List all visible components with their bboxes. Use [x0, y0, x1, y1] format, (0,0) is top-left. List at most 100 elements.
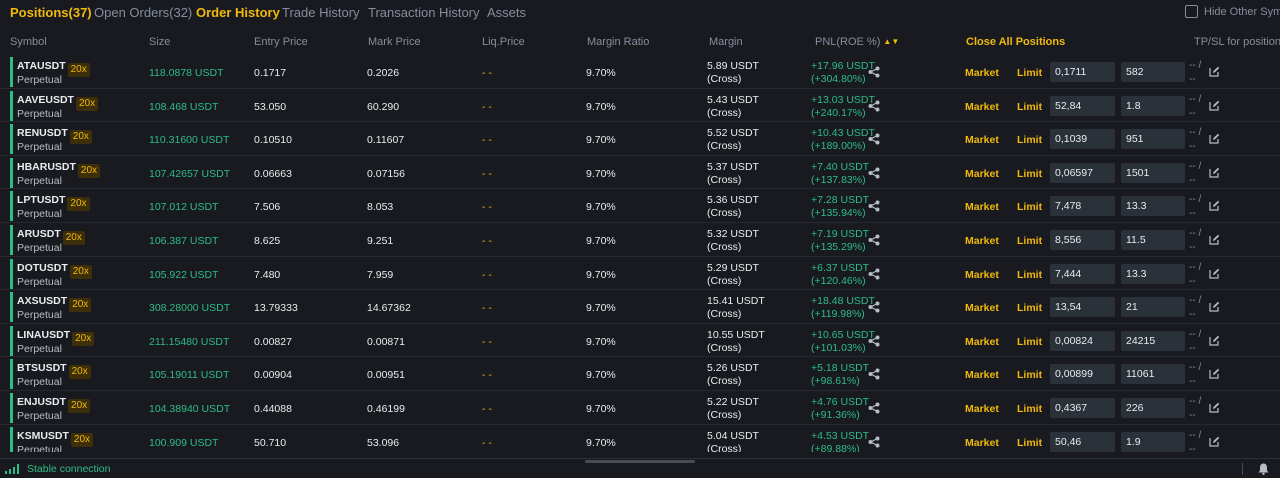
leverage-badge[interactable]: 20x [70, 432, 94, 447]
close-market-button[interactable]: Market [965, 268, 999, 281]
close-market-button[interactable]: Market [965, 67, 999, 79]
symbol-cell[interactable]: LINAUSDT 20x [17, 328, 95, 346]
close-market-button[interactable]: Market [965, 201, 999, 214]
close-market-button[interactable]: Market [965, 335, 999, 348]
leverage-badge[interactable]: 20x [69, 298, 92, 313]
symbol-cell[interactable]: RENUSDT 20x [17, 127, 92, 145]
symbol-cell[interactable]: LPTUSDT 20x [17, 194, 90, 212]
symbol-cell[interactable]: DOTUSDT 20x [17, 262, 92, 279]
col-size[interactable]: Size [149, 36, 171, 48]
symbol-name[interactable]: BTSUSDT [17, 362, 67, 375]
col-pnl-sortable[interactable]: PNL(ROE %) ▲▼ [815, 36, 899, 48]
share-icon[interactable] [868, 100, 880, 112]
close-limit-button[interactable]: Limit [1017, 403, 1043, 415]
limit-price-input[interactable] [1050, 62, 1115, 82]
symbol-name[interactable]: AAVEUSDT [17, 93, 74, 106]
limit-qty-input[interactable] [1121, 431, 1185, 452]
limit-qty-input[interactable] [1121, 364, 1185, 385]
close-limit-button[interactable]: Limit [1017, 302, 1043, 315]
symbol-name[interactable]: LPTUSDT [17, 194, 66, 207]
edit-icon[interactable] [1209, 133, 1220, 144]
limit-qty-input[interactable] [1121, 263, 1185, 284]
close-limit-button[interactable]: Limit [1017, 201, 1043, 214]
edit-icon[interactable] [1209, 234, 1220, 245]
symbol-cell[interactable]: ATAUSDT 20x [17, 60, 90, 77]
limit-price-input[interactable] [1050, 263, 1115, 284]
sort-icon[interactable]: ▲▼ [883, 37, 900, 46]
close-limit-button[interactable]: Limit [1017, 100, 1043, 113]
close-limit-button[interactable]: Limit [1017, 369, 1043, 382]
close-limit-button[interactable]: Limit [1017, 67, 1043, 79]
close-limit-button[interactable]: Limit [1017, 235, 1043, 247]
share-icon[interactable] [868, 368, 880, 380]
limit-price-input[interactable] [1050, 230, 1115, 250]
edit-icon[interactable] [1209, 200, 1220, 211]
limit-price-input[interactable] [1050, 162, 1115, 183]
symbol-name[interactable]: AXSUSDT [17, 295, 68, 308]
col-margin-ratio[interactable]: Margin Ratio [587, 36, 650, 48]
share-icon[interactable] [868, 436, 880, 448]
limit-qty-input[interactable] [1121, 297, 1185, 318]
limit-price-input[interactable] [1050, 364, 1115, 385]
share-icon[interactable] [868, 301, 880, 313]
tab-trade-history[interactable]: Trade History [282, 5, 360, 20]
close-limit-button[interactable]: Limit [1017, 134, 1043, 147]
tab-assets[interactable]: Assets [487, 5, 527, 20]
symbol-name[interactable]: HBARUSDT [17, 160, 76, 173]
close-market-button[interactable]: Market [965, 134, 999, 147]
limit-qty-input[interactable] [1121, 196, 1185, 217]
close-market-button[interactable]: Market [965, 302, 999, 315]
symbol-name[interactable]: DOTUSDT [17, 261, 68, 274]
edit-icon[interactable] [1209, 436, 1220, 447]
edit-icon[interactable] [1209, 335, 1220, 346]
limit-qty-input[interactable] [1121, 129, 1185, 150]
symbol-cell[interactable]: ARUSDT 20x [17, 228, 85, 245]
limit-price-input[interactable] [1050, 297, 1115, 318]
tab-open-orders[interactable]: Open Orders(32) [94, 5, 193, 20]
limit-price-input[interactable] [1050, 398, 1115, 418]
share-icon[interactable] [868, 133, 880, 145]
edit-icon[interactable] [1209, 368, 1220, 379]
tab-order-history[interactable]: Order History [196, 5, 280, 20]
close-market-button[interactable]: Market [965, 100, 999, 113]
symbol-name[interactable]: LINAUSDT [17, 328, 71, 341]
close-limit-button[interactable]: Limit [1017, 335, 1043, 348]
symbol-name[interactable]: RENUSDT [17, 127, 68, 140]
close-market-button[interactable]: Market [965, 436, 999, 449]
tab-transaction-history[interactable]: Transaction History [368, 5, 480, 20]
leverage-badge[interactable]: 20x [69, 130, 92, 145]
close-limit-button[interactable]: Limit [1017, 167, 1043, 180]
close-market-button[interactable]: Market [965, 369, 999, 382]
share-icon[interactable] [868, 335, 880, 347]
symbol-name[interactable]: ARUSDT [17, 228, 61, 240]
edit-icon[interactable] [1209, 301, 1220, 312]
symbol-cell[interactable]: AXSUSDT 20x [17, 295, 92, 313]
close-market-button[interactable]: Market [965, 403, 999, 415]
edit-icon[interactable] [1209, 268, 1220, 279]
leverage-badge[interactable]: 20x [69, 264, 92, 279]
edit-icon[interactable] [1209, 402, 1220, 413]
col-liq-price[interactable]: Liq.Price [482, 36, 525, 48]
close-market-button[interactable]: Market [965, 167, 999, 180]
share-icon[interactable] [868, 234, 880, 246]
share-icon[interactable] [868, 66, 880, 78]
bell-icon[interactable] [1258, 463, 1269, 475]
limit-qty-input[interactable] [1121, 62, 1185, 82]
leverage-badge[interactable]: 20x [68, 365, 91, 380]
limit-price-input[interactable] [1050, 129, 1115, 150]
limit-qty-input[interactable] [1121, 95, 1185, 116]
symbol-cell[interactable]: BTSUSDT 20x [17, 362, 91, 380]
symbol-cell[interactable]: HBARUSDT 20x [17, 160, 101, 178]
share-icon[interactable] [868, 268, 880, 280]
col-symbol[interactable]: Symbol [10, 36, 47, 48]
checkbox-icon[interactable] [1185, 5, 1198, 18]
col-mark-price[interactable]: Mark Price [368, 36, 421, 48]
limit-price-input[interactable] [1050, 431, 1115, 452]
limit-qty-input[interactable] [1121, 162, 1185, 183]
symbol-name[interactable]: ENJUSDT [17, 396, 67, 408]
col-entry-price[interactable]: Entry Price [254, 36, 308, 48]
leverage-badge[interactable]: 20x [67, 197, 90, 212]
tab-positions[interactable]: Positions(37) [10, 5, 92, 20]
symbol-name[interactable]: ATAUSDT [17, 60, 66, 72]
symbol-cell[interactable]: AAVEUSDT 20x [17, 93, 99, 111]
